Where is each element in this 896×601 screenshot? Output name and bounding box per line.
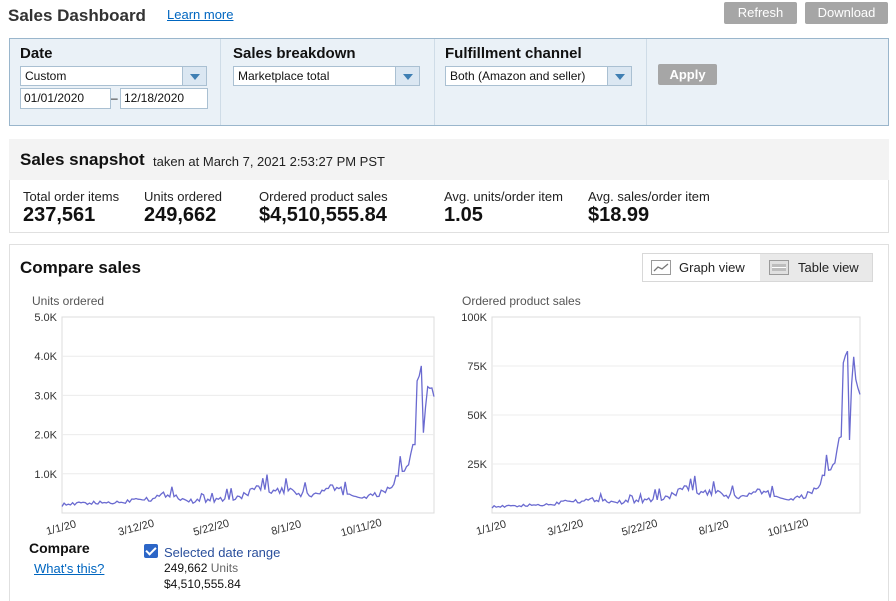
date-to-input[interactable]: 12/18/2020: [120, 88, 208, 109]
line-chart-icon: [651, 260, 671, 275]
metric-value: 249,662: [144, 204, 217, 226]
x-tick-label: 1/1/20: [475, 518, 508, 538]
selected-units: 249,662 Units: [164, 561, 238, 575]
page-title: Sales Dashboard: [8, 6, 146, 25]
plot-area: [61, 316, 435, 514]
x-tick-label: 1/1/20: [45, 518, 78, 538]
ordered-product-sales-chart: Ordered product sales 25K 50K 75K 100K 1/1/20…: [461, 294, 861, 539]
metrics-panel: [9, 180, 889, 233]
snapshot-title: Sales snapshot: [20, 150, 145, 169]
compare-label: Compare: [29, 540, 90, 556]
date-filter: Date Custom 01/01/2020 – 12/18/2020: [10, 39, 220, 125]
x-tick-label: 8/1/20: [698, 518, 731, 538]
sales-breakdown-label: Sales breakdown: [233, 45, 356, 62]
date-range-dash: –: [111, 91, 118, 105]
date-filter-label: Date: [20, 45, 53, 62]
date-from-input[interactable]: 01/01/2020: [20, 88, 111, 109]
series-line: [61, 365, 435, 507]
metric-label: Avg. sales/order item: [588, 189, 710, 204]
y-tick-label: 75K: [467, 361, 487, 373]
apply-button[interactable]: Apply: [658, 64, 717, 85]
chart-ylabel: Ordered product sales: [462, 294, 581, 308]
divider: [646, 39, 647, 125]
y-tick-label: 25K: [467, 459, 487, 471]
fulfillment-value: Both (Amazon and seller): [450, 69, 586, 83]
y-tick-label: 100K: [461, 312, 487, 324]
selected-range-label: Selected date range: [164, 545, 281, 560]
compare-sales-title: Compare sales: [20, 258, 141, 277]
chevron-down-icon[interactable]: [607, 67, 631, 85]
graph-view-label: Graph view: [679, 260, 745, 275]
table-view-label: Table view: [798, 260, 859, 275]
metric-value: $18.99: [588, 204, 650, 226]
fulfillment-label: Fulfillment channel: [445, 45, 582, 62]
date-preset-select[interactable]: Custom: [20, 66, 207, 86]
x-tick-label: 3/12/20: [117, 518, 156, 539]
chart-ylabel: Units ordered: [32, 294, 104, 308]
snapshot-header: [9, 139, 889, 180]
metric-label: Avg. units/order item: [444, 189, 563, 204]
selected-sales-value: $4,510,555.84: [164, 577, 241, 591]
metric-label: Ordered product sales: [259, 189, 388, 204]
divider: [434, 39, 435, 125]
metric-label: Units ordered: [144, 189, 223, 204]
metric-value: 237,561: [23, 204, 96, 226]
table-icon: [769, 260, 789, 275]
metric-value: $4,510,555.84: [259, 204, 387, 226]
whats-this-link[interactable]: What's this?: [34, 561, 105, 576]
filter-panel: Date Custom 01/01/2020 – 12/18/2020 Sale…: [9, 38, 889, 126]
selected-units-value: 249,662: [164, 561, 208, 575]
chevron-down-icon[interactable]: [182, 67, 206, 85]
date-preset-value: Custom: [25, 69, 67, 83]
x-tick-label: 10/11/20: [340, 517, 384, 539]
y-tick-label: 50K: [467, 410, 487, 422]
learn-more-link[interactable]: Learn more: [167, 7, 234, 22]
sales-breakdown-filter: Sales breakdown Marketplace total: [223, 39, 433, 125]
download-button[interactable]: Download: [805, 2, 888, 24]
x-tick-label: 10/11/20: [766, 517, 810, 539]
x-tick-label: 3/12/20: [546, 518, 585, 539]
compare-sales-panel: [9, 244, 889, 601]
divider: [220, 39, 221, 125]
metric-label: Total order items: [23, 189, 120, 204]
metric-value: 1.05: [444, 204, 483, 226]
x-tick-label: 5/22/20: [192, 518, 231, 539]
snapshot-timestamp: taken at March 7, 2021 2:53:27 PM PST: [153, 154, 385, 169]
x-tick-label: 5/22/20: [620, 518, 659, 539]
y-tick-label: 1.0K: [34, 469, 57, 481]
table-view-button[interactable]: Table view: [760, 254, 872, 281]
refresh-button[interactable]: Refresh: [724, 2, 797, 24]
units-ordered-chart: Units ordered 1.0K 2.0K 3.0K 4.0K 5.0K 1/1/20 3…: [32, 294, 435, 539]
y-tick-label: 3.0K: [34, 390, 57, 402]
y-tick-label: 4.0K: [34, 351, 57, 363]
graph-view-button[interactable]: Graph view: [643, 254, 760, 281]
view-toggle: Graph view Table view: [642, 253, 873, 282]
sales-breakdown-select[interactable]: Marketplace total: [233, 66, 420, 86]
y-tick-label: 2.0K: [34, 430, 57, 442]
fulfillment-filter: Fulfillment channel Both (Amazon and sel…: [435, 39, 645, 125]
fulfillment-select[interactable]: Both (Amazon and seller): [445, 66, 632, 86]
x-tick-label: 8/1/20: [270, 518, 303, 538]
chevron-down-icon[interactable]: [395, 67, 419, 85]
y-tick-label: 5.0K: [34, 312, 57, 324]
series-line: [491, 350, 861, 509]
sales-breakdown-value: Marketplace total: [238, 69, 330, 83]
selected-units-unit: Units: [210, 561, 239, 575]
selected-range-checkbox[interactable]: [144, 544, 158, 558]
